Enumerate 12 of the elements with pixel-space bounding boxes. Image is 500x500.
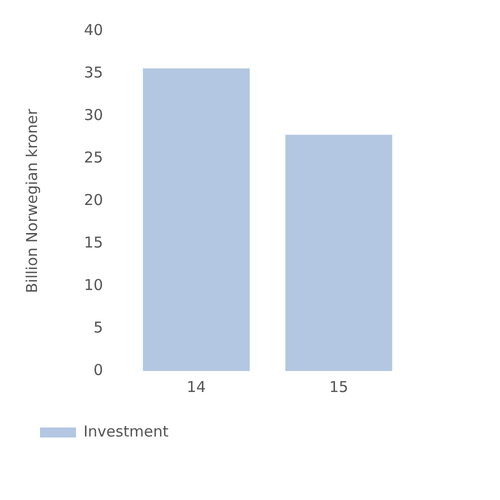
y-tick-label: 15 (84, 233, 104, 252)
y-axis-title: Billion Norwegian kroner (22, 108, 41, 294)
y-tick-label: 30 (84, 106, 104, 124)
y-tick-label: 35 (84, 63, 104, 82)
y-tick-label: 25 (84, 148, 104, 166)
y-tick-label: 5 (94, 318, 104, 336)
legend-label: Investment (84, 422, 169, 440)
y-tick-label: 0 (94, 360, 104, 379)
y-tick-label: 20 (84, 190, 104, 209)
y-tick-label: 10 (84, 276, 104, 294)
x-tick-label: 14 (186, 378, 206, 396)
y-tick-label: 40 (84, 20, 104, 39)
